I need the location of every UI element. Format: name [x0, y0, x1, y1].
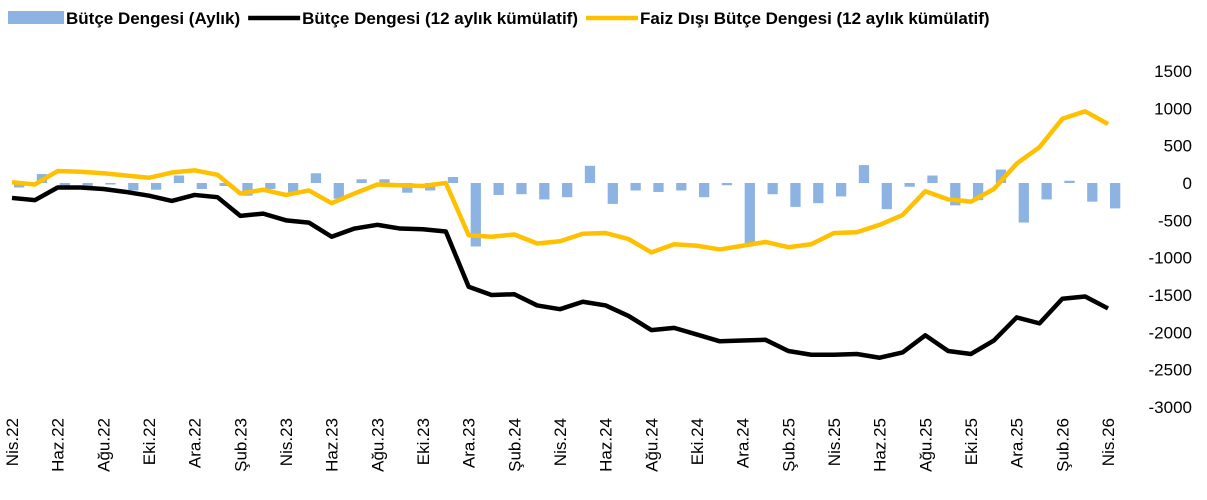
bar	[310, 173, 322, 183]
x-tick-label: Haz.25	[871, 418, 890, 472]
bar	[470, 183, 481, 247]
bar	[539, 183, 550, 200]
legend-swatch	[8, 11, 64, 24]
bar	[1110, 183, 1121, 209]
y-tick-label: -3000	[1149, 398, 1192, 417]
bar	[242, 183, 253, 196]
x-tick-label: Haz.24	[597, 418, 616, 472]
bar	[858, 165, 870, 183]
x-tick-label: Nis.26	[1099, 418, 1118, 466]
x-tick-label: Nis.22	[3, 418, 22, 466]
bar	[881, 183, 892, 210]
x-tick-label: Haz.22	[49, 418, 68, 472]
x-tick-label: Eki.24	[688, 418, 707, 465]
legend-label: Bütçe Dengesi (Aylık)	[66, 9, 240, 28]
bar	[836, 183, 847, 197]
line	[11, 109, 1110, 255]
line	[11, 185, 1110, 360]
legend-label: Faiz Dışı Bütçe Dengesi (12 aylık kümüla…	[640, 9, 990, 28]
y-tick-label: -2000	[1149, 323, 1192, 342]
x-tick-label: Eki.23	[414, 418, 433, 465]
x-tick-label: Eki.25	[962, 418, 981, 465]
bar	[562, 183, 573, 198]
y-tick-label: -1000	[1149, 249, 1192, 268]
x-tick-label: Nis.23	[277, 418, 296, 466]
y-tick-label: -500	[1158, 211, 1192, 230]
bar	[995, 169, 1007, 183]
bar	[173, 175, 185, 183]
x-tick-label: Ağu.25	[916, 418, 935, 472]
bar	[1064, 180, 1075, 183]
bar	[630, 183, 641, 191]
bar	[950, 183, 961, 206]
bar	[927, 175, 938, 183]
bar	[105, 183, 116, 185]
x-tick-label: Ağu.24	[642, 418, 661, 472]
bar	[82, 183, 93, 187]
bar	[767, 183, 778, 195]
x-tick-label: Şub.24	[505, 418, 524, 472]
bar	[676, 183, 687, 191]
legend-label: Bütçe Dengesi (12 aylık kümülatif)	[302, 9, 578, 28]
bar	[744, 183, 755, 245]
bar	[333, 183, 344, 199]
bar	[973, 183, 984, 201]
x-tick-label: Ağu.23	[368, 418, 387, 472]
bar	[699, 183, 710, 198]
bar	[653, 183, 664, 192]
x-tick-label: Ara.22	[186, 418, 205, 468]
y-tick-label: 1000	[1154, 99, 1192, 118]
y-tick-label: 500	[1164, 137, 1192, 156]
x-tick-label: Eki.22	[140, 418, 159, 465]
bar	[516, 183, 527, 195]
x-tick-label: Ara.24	[734, 418, 753, 468]
bar	[493, 183, 504, 195]
bar	[1018, 183, 1029, 223]
bar	[402, 183, 413, 193]
bar	[904, 183, 915, 187]
bar	[584, 165, 596, 183]
bar	[607, 183, 618, 204]
bar	[151, 183, 162, 190]
bar	[379, 179, 390, 183]
bar	[265, 183, 276, 189]
x-tick-label: Şub.23	[231, 418, 250, 472]
y-tick-label: 0	[1183, 174, 1192, 193]
bar	[813, 183, 824, 204]
x-tick-label: Şub.25	[779, 418, 798, 472]
bar	[14, 183, 25, 188]
bar	[288, 183, 299, 193]
bar	[59, 183, 70, 186]
x-tick-label: Haz.23	[323, 418, 342, 472]
bar	[790, 183, 801, 207]
bar	[721, 183, 733, 186]
x-tick-label: Ara.25	[1008, 418, 1027, 468]
x-tick-label: Ara.23	[460, 418, 479, 468]
bar	[1087, 183, 1098, 202]
x-tick-label: Nis.24	[551, 418, 570, 466]
bar	[1041, 183, 1052, 200]
y-tick-label: -2500	[1149, 361, 1192, 380]
bar	[128, 183, 139, 191]
bar	[447, 177, 459, 183]
bar	[219, 183, 230, 186]
x-tick-label: Şub.26	[1053, 418, 1072, 472]
x-tick-label: Ağu.22	[94, 418, 113, 472]
y-tick-label: -1500	[1149, 286, 1192, 305]
bar	[196, 183, 207, 189]
x-tick-label: Nis.25	[825, 418, 844, 466]
y-tick-label: 1500	[1154, 62, 1192, 81]
bar	[356, 179, 367, 183]
